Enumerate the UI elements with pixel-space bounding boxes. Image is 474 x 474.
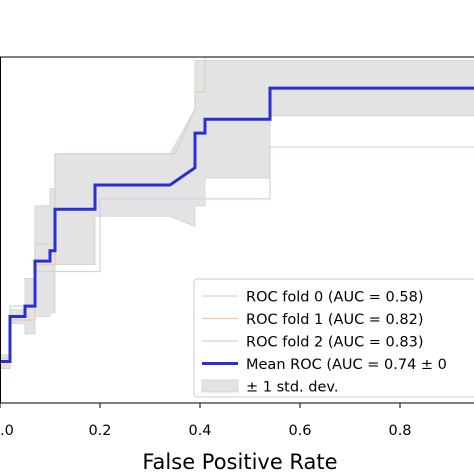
legend-label: ROC fold 2 (AUC = 0.83) [246,335,424,351]
axes-frame [0,56,474,404]
x-axis-ticks: .0 0.2 0.4 0.6 0.8 [0,403,412,439]
legend-swatch [201,379,239,393]
legend-label: Mean ROC (AUC = 0.74 ± 0 [246,357,447,373]
x-tick-label: 0.6 [288,423,311,439]
x-axis-label: False Positive Rate [142,450,337,474]
legend-label: ROC fold 0 (AUC = 0.58) [246,290,424,306]
x-tick-label: 0.2 [88,423,111,439]
legend-box [193,278,474,398]
plot-area [0,57,474,403]
x-tick-label: 0.8 [388,423,411,439]
x-tick-label: 0.4 [188,423,211,439]
mean-roc-line [0,86,474,363]
x-tick-label: .0 [0,423,14,439]
legend: ROC fold 0 (AUC = 0.58) ROC fold 1 (AUC =… [193,278,474,398]
legend-label: ROC fold 1 (AUC = 0.82) [246,312,424,328]
legend-label: ± 1 std. dev. [246,380,338,396]
